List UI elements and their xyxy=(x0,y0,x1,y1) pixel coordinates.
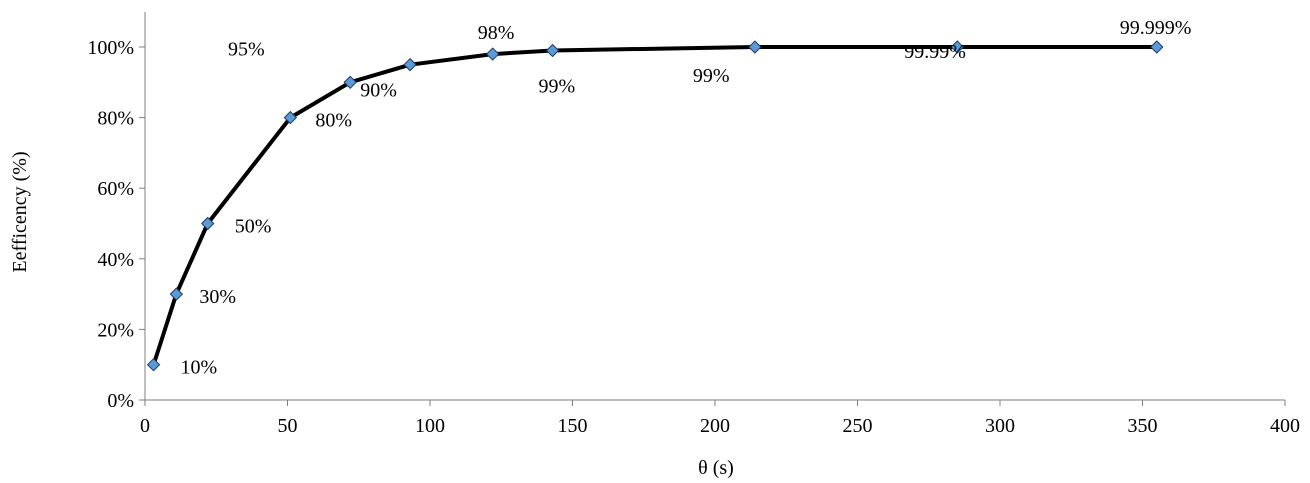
y-tick-label: 100% xyxy=(87,37,134,59)
data-label: 80% xyxy=(315,110,352,132)
efficiency-series-line xyxy=(151,45,1157,366)
data-point-marker xyxy=(403,57,417,72)
x-axis-title: θ (s) xyxy=(698,457,734,479)
data-label: 10% xyxy=(181,357,218,379)
y-axis-title: Eefficency (%) xyxy=(9,151,31,272)
data-point-marker xyxy=(200,216,215,231)
x-tick-label: 0 xyxy=(140,415,150,437)
data-point-marker xyxy=(1150,40,1164,54)
data-label: 99% xyxy=(539,76,576,98)
data-labels-layer: 10% 30% 50% 80% 90% 95% 98% 99% 99% 99.99% 99.999% xyxy=(181,17,1192,379)
data-label: 99.99% xyxy=(904,41,966,63)
data-label: 99% xyxy=(693,65,730,87)
x-tick-label: 400 xyxy=(1270,415,1300,437)
data-label: 99.999% xyxy=(1120,17,1192,39)
x-tick-label: 350 xyxy=(1128,415,1158,437)
data-label: 30% xyxy=(199,286,236,308)
ticks-layer: 0% 20% 40% 60% 80% 100% 0 50 100 150 200 250 300 350 4… xyxy=(87,37,1300,437)
y-tick-label: 40% xyxy=(97,249,134,271)
data-label: 90% xyxy=(360,79,397,101)
data-point-marker xyxy=(146,357,161,372)
x-tick-label: 150 xyxy=(558,415,588,437)
data-label: 50% xyxy=(235,216,272,238)
markers-layer xyxy=(146,40,1164,372)
x-tick-label: 250 xyxy=(843,415,873,437)
data-point-marker xyxy=(748,40,762,54)
y-tick-label: 0% xyxy=(107,390,134,412)
x-tick-label: 200 xyxy=(700,415,730,437)
data-label: 98% xyxy=(478,22,515,44)
y-tick-label: 20% xyxy=(97,319,134,341)
series-layer xyxy=(151,45,1157,366)
x-tick-label: 300 xyxy=(985,415,1015,437)
data-point-marker xyxy=(545,43,560,58)
data-point-marker xyxy=(485,47,500,61)
data-point-marker xyxy=(343,75,357,90)
x-tick-label: 50 xyxy=(278,415,298,437)
data-point-marker xyxy=(283,110,298,125)
data-label: 95% xyxy=(228,39,265,61)
y-tick-label: 60% xyxy=(97,178,134,200)
x-tick-label: 100 xyxy=(415,415,445,437)
data-point-marker xyxy=(169,287,184,301)
data-point-marker xyxy=(950,40,964,54)
y-tick-label: 80% xyxy=(97,108,134,130)
